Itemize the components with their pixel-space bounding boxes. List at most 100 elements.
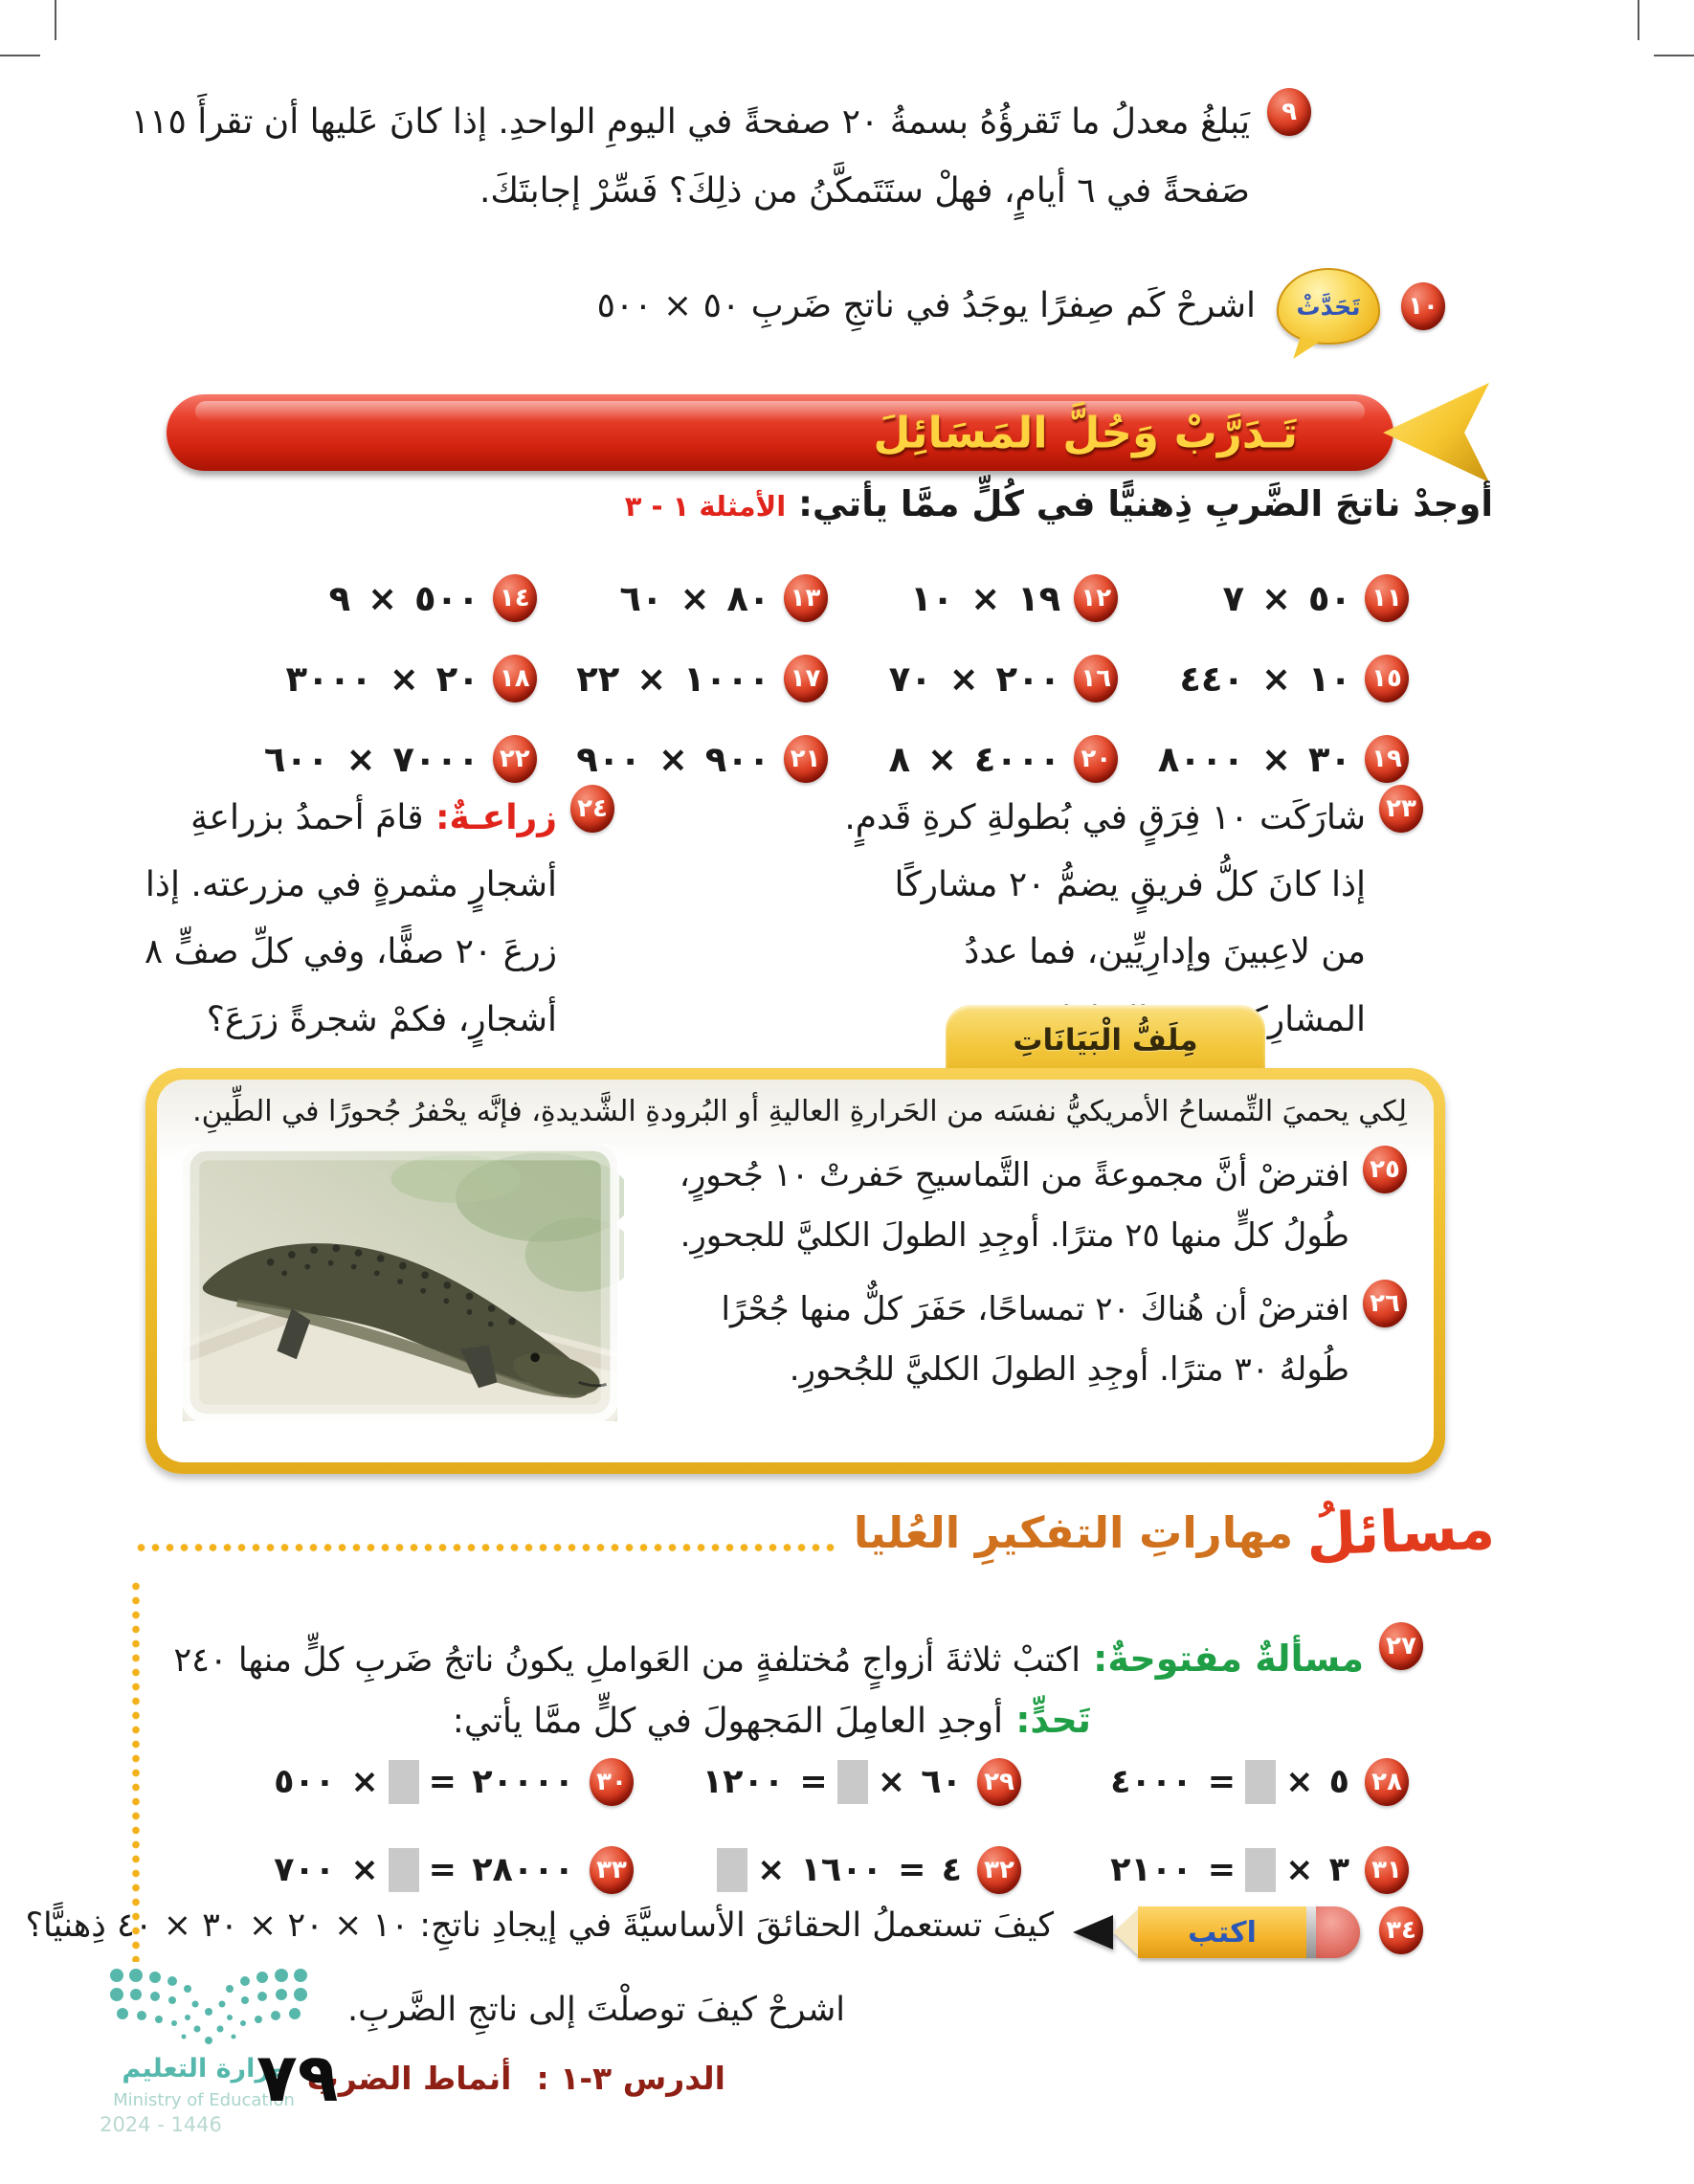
hot-title-rest: مهاراتِ التفكيرِ العُليا	[853, 1506, 1294, 1558]
problem-27: ٢٧ مسألةٌ مفتوحةٌ: اكتبْ ثلاثةَ أزواجٍ م…	[173, 1622, 1423, 1695]
practice-banner: تَـدَرَّبْ وَحُلَّ المَسَائِلَ	[167, 394, 1393, 471]
problem-number-badge: ٢٣	[1379, 785, 1423, 833]
equation-part: ٢١٠٠ =	[1110, 1851, 1237, 1889]
challenge-instruction: تَحدٍّ: أوجدِ العامِلَ المَجهولَ في كلٍّ…	[453, 1699, 1091, 1741]
problem-number-badge: ٣٣	[590, 1846, 634, 1894]
write-label: اكتب	[1188, 1915, 1257, 1950]
problem-text-line1: كيفَ تستعملُ الحقائقَ الأساسيَّةَ في إيج…	[25, 1906, 1054, 1945]
multiplication-expression: ٢٠٠ × ٧٠	[888, 657, 1061, 700]
exercise-17: ١٧ ١٠٠٠ × ٢٢	[537, 638, 828, 719]
challenge-label: تَحدٍّ:	[1002, 1699, 1091, 1741]
dotted-margin-line	[131, 1579, 141, 1962]
answer-blank[interactable]	[388, 1848, 419, 1892]
ministry-name-arabic: وزارة التعليم	[122, 2054, 286, 2084]
equation-part: ٥٠٠ ×	[274, 1763, 379, 1801]
data-file-intro: لِكي يحميَ التِّمساحُ الأمريكيُّ نفسَه م…	[192, 1095, 1407, 1128]
problem-10: ١٠ تَحَدَّثْ اشرحْ كَم صِفرًا يوجَدُ في …	[597, 268, 1445, 345]
page-number: ٧٩	[256, 2039, 339, 2117]
equation-part: × ٣	[1285, 1851, 1349, 1889]
exercise-19: ١٩ ٣٠ × ٨٠٠٠	[1118, 719, 1409, 799]
equation-29: ٢٩ ١٢٠٠ = × ٦٠	[634, 1738, 1021, 1826]
problem-number-badge: ٢٩	[977, 1758, 1021, 1806]
problem-text: قامَ أحمدُ بزراعةِ أشجارٍ مثمرةٍ في مزرع…	[144, 798, 557, 1039]
problem-9-text: يَبلغُ معدلُ ما تَقرؤُهُ بسمةُ ٢٠ صفحةً …	[130, 102, 1250, 211]
equation-31: ٣١ ٢١٠٠ = × ٣	[1021, 1826, 1409, 1914]
write-pencil-icon: اكتب	[1073, 1906, 1360, 1958]
multiplication-expression: ٩٠٠ × ٩٠٠	[576, 738, 770, 780]
equation-part: ٤٠٠٠ =	[1110, 1763, 1237, 1801]
problem-25: ٢٥ افترضْ أنَّ مجموعةً من التَّماسيحِ حَ…	[641, 1146, 1407, 1266]
answer-blank[interactable]	[1245, 1760, 1277, 1804]
pencil-body: اكتب	[1138, 1906, 1306, 1958]
crop-mark-top-left-v	[55, 0, 56, 40]
exercise-grid: ١١ ٥٠ × ٧ ١٢ ١٩ × ١٠ ١٣ ٨٠ × ٦٠ ١٤ ٥٠٠ × ٩ ١…	[246, 558, 1409, 799]
crop-mark-top-left-h	[0, 55, 40, 56]
problem-number-badge: ٣٢	[977, 1846, 1021, 1894]
answer-blank[interactable]	[388, 1760, 419, 1804]
exercise-14: ١٤ ٥٠٠ × ٩	[246, 558, 537, 638]
crop-mark-top-right-h	[1654, 55, 1694, 56]
equation-part: × ٦٠	[877, 1763, 962, 1801]
problem-number-badge: ٢٧	[1379, 1622, 1423, 1670]
equation-part: = ٢٠٠٠٠	[428, 1763, 574, 1801]
problem-number-badge: ١٢	[1074, 574, 1119, 622]
exercise-21: ٢١ ٩٠٠ × ٩٠٠	[537, 719, 828, 799]
open-problem-label: مسألةٌ مفتوحةٌ:	[1080, 1638, 1364, 1680]
problem-text: اكتبْ ثلاثةَ أزواجٍ مُختلفةٍ من العَوامل…	[173, 1641, 1081, 1680]
exercise-13: ١٣ ٨٠ × ٦٠	[537, 558, 828, 638]
exercise-16: ١٦ ٢٠٠ × ٧٠	[828, 638, 1119, 719]
problem-number-badge: ١٥	[1365, 655, 1409, 702]
problem-10-text: اشرحْ كَم صِفرًا يوجَدُ في ناتجِ ضَربِ ٥…	[596, 286, 1256, 325]
equation-part: ١٢٠٠ =	[702, 1763, 828, 1801]
equation-30: ٣٠ ٥٠٠ × = ٢٠٠٠٠	[246, 1738, 634, 1826]
problem-number-badge: ١٧	[783, 655, 828, 702]
problem-text: شارَكَت ١٠ فِرَقٍ في بُطولةِ كرةِ قَدمٍ.…	[844, 798, 1366, 1039]
ministry-years: 2024 - 1446	[100, 2113, 222, 2136]
problem-number-badge: ٣٠	[590, 1758, 634, 1806]
answer-blank[interactable]	[716, 1848, 747, 1892]
equation-33: ٣٣ ٧٠٠ × = ٢٨٠٠٠	[246, 1826, 634, 1914]
practice-banner-title: تَـدَرَّبْ وَحُلَّ المَسَائِلَ	[873, 407, 1298, 458]
problem-number-badge: ٣١	[1365, 1846, 1409, 1894]
pencil-tip	[1073, 1915, 1113, 1950]
data-file-tab: مِلَفُّ الْبَيَانَاتِ	[946, 1005, 1265, 1076]
multiplication-expression: ١٩ × ١٠	[910, 577, 1061, 619]
problem-34: ٣٤ اكتب كيفَ تستعملُ الحقائقَ الأساسيَّة…	[25, 1906, 1423, 2029]
data-file-content: ٢٥ افترضْ أنَّ مجموعةً من التَّماسيحِ حَ…	[176, 1144, 1407, 1421]
problem-26: ٢٦ افترضْ أن هُناكَ ٢٠ تمساحًا، حَفَرَ ك…	[641, 1279, 1407, 1400]
multiplication-expression: ١٠٠٠ × ٢٢	[576, 657, 770, 700]
data-file-inner: لِكي يحميَ التِّمساحُ الأمريكيُّ نفسَه م…	[157, 1080, 1434, 1462]
equation-part: × ٤ = ١٦٠٠	[756, 1851, 962, 1889]
dotted-leader	[134, 1543, 835, 1552]
problem-25-text: افترضْ أنَّ مجموعةً من التَّماسيحِ حَفرت…	[679, 1156, 1349, 1255]
equation-part: × ٥	[1285, 1763, 1349, 1801]
answer-blank[interactable]	[836, 1760, 868, 1804]
problem-label-agriculture: زراعـةٌ:	[423, 798, 557, 837]
equation-28: ٢٨ ٤٠٠٠ = × ٥	[1021, 1738, 1409, 1826]
practice-instruction: أوجدْ ناتجَ الضَّربِ ذِهنيًّا في كُلٍّ م…	[625, 483, 1493, 524]
problem-number-badge: ٢٥	[1363, 1146, 1407, 1193]
problem-number-badge: ٢٠	[1074, 735, 1119, 783]
exercise-12: ١٢ ١٩ × ١٠	[828, 558, 1119, 638]
banner-arrow-icon	[1383, 383, 1489, 482]
problem-number-badge: ٢٦	[1363, 1279, 1407, 1327]
crocodile-photo	[176, 1144, 624, 1421]
answer-blank[interactable]	[1245, 1848, 1277, 1892]
pencil-wood	[1113, 1909, 1138, 1955]
problem-text-line2: اشرحْ كيفَ توصلْتَ إلى ناتجِ الضَّربِ.	[347, 1991, 845, 2029]
hot-section-heading: مسائلُ مهاراتِ التفكيرِ العُليا	[134, 1496, 1496, 1569]
instruction-text: أوجدْ ناتجَ الضَّربِ ذِهنيًّا في كُلٍّ م…	[786, 483, 1493, 524]
multiplication-expression: ٥٠٠ × ٩	[328, 577, 479, 619]
multiplication-expression: ٣٠ × ٨٠٠٠	[1157, 738, 1351, 780]
crop-mark-top-right-v	[1638, 0, 1639, 40]
problem-number-badge: ٢٨	[1365, 1758, 1409, 1806]
multiplication-expression: ٧٠٠٠ × ٦٠٠	[263, 738, 479, 780]
problem-27-text: مسألةٌ مفتوحةٌ: اكتبْ ثلاثةَ أزواجٍ مُخت…	[173, 1622, 1364, 1695]
problem-number-badge: ٢١	[783, 735, 828, 783]
exercise-15: ١٥ ١٠ × ٤٤٠	[1118, 638, 1409, 719]
problem-number-badge: ٢٤	[570, 785, 614, 833]
ministry-name-english: Ministry of Education	[113, 2090, 295, 2110]
problem-number-badge: ١٩	[1365, 735, 1409, 783]
problem-number-badge: ٩	[1267, 88, 1311, 136]
